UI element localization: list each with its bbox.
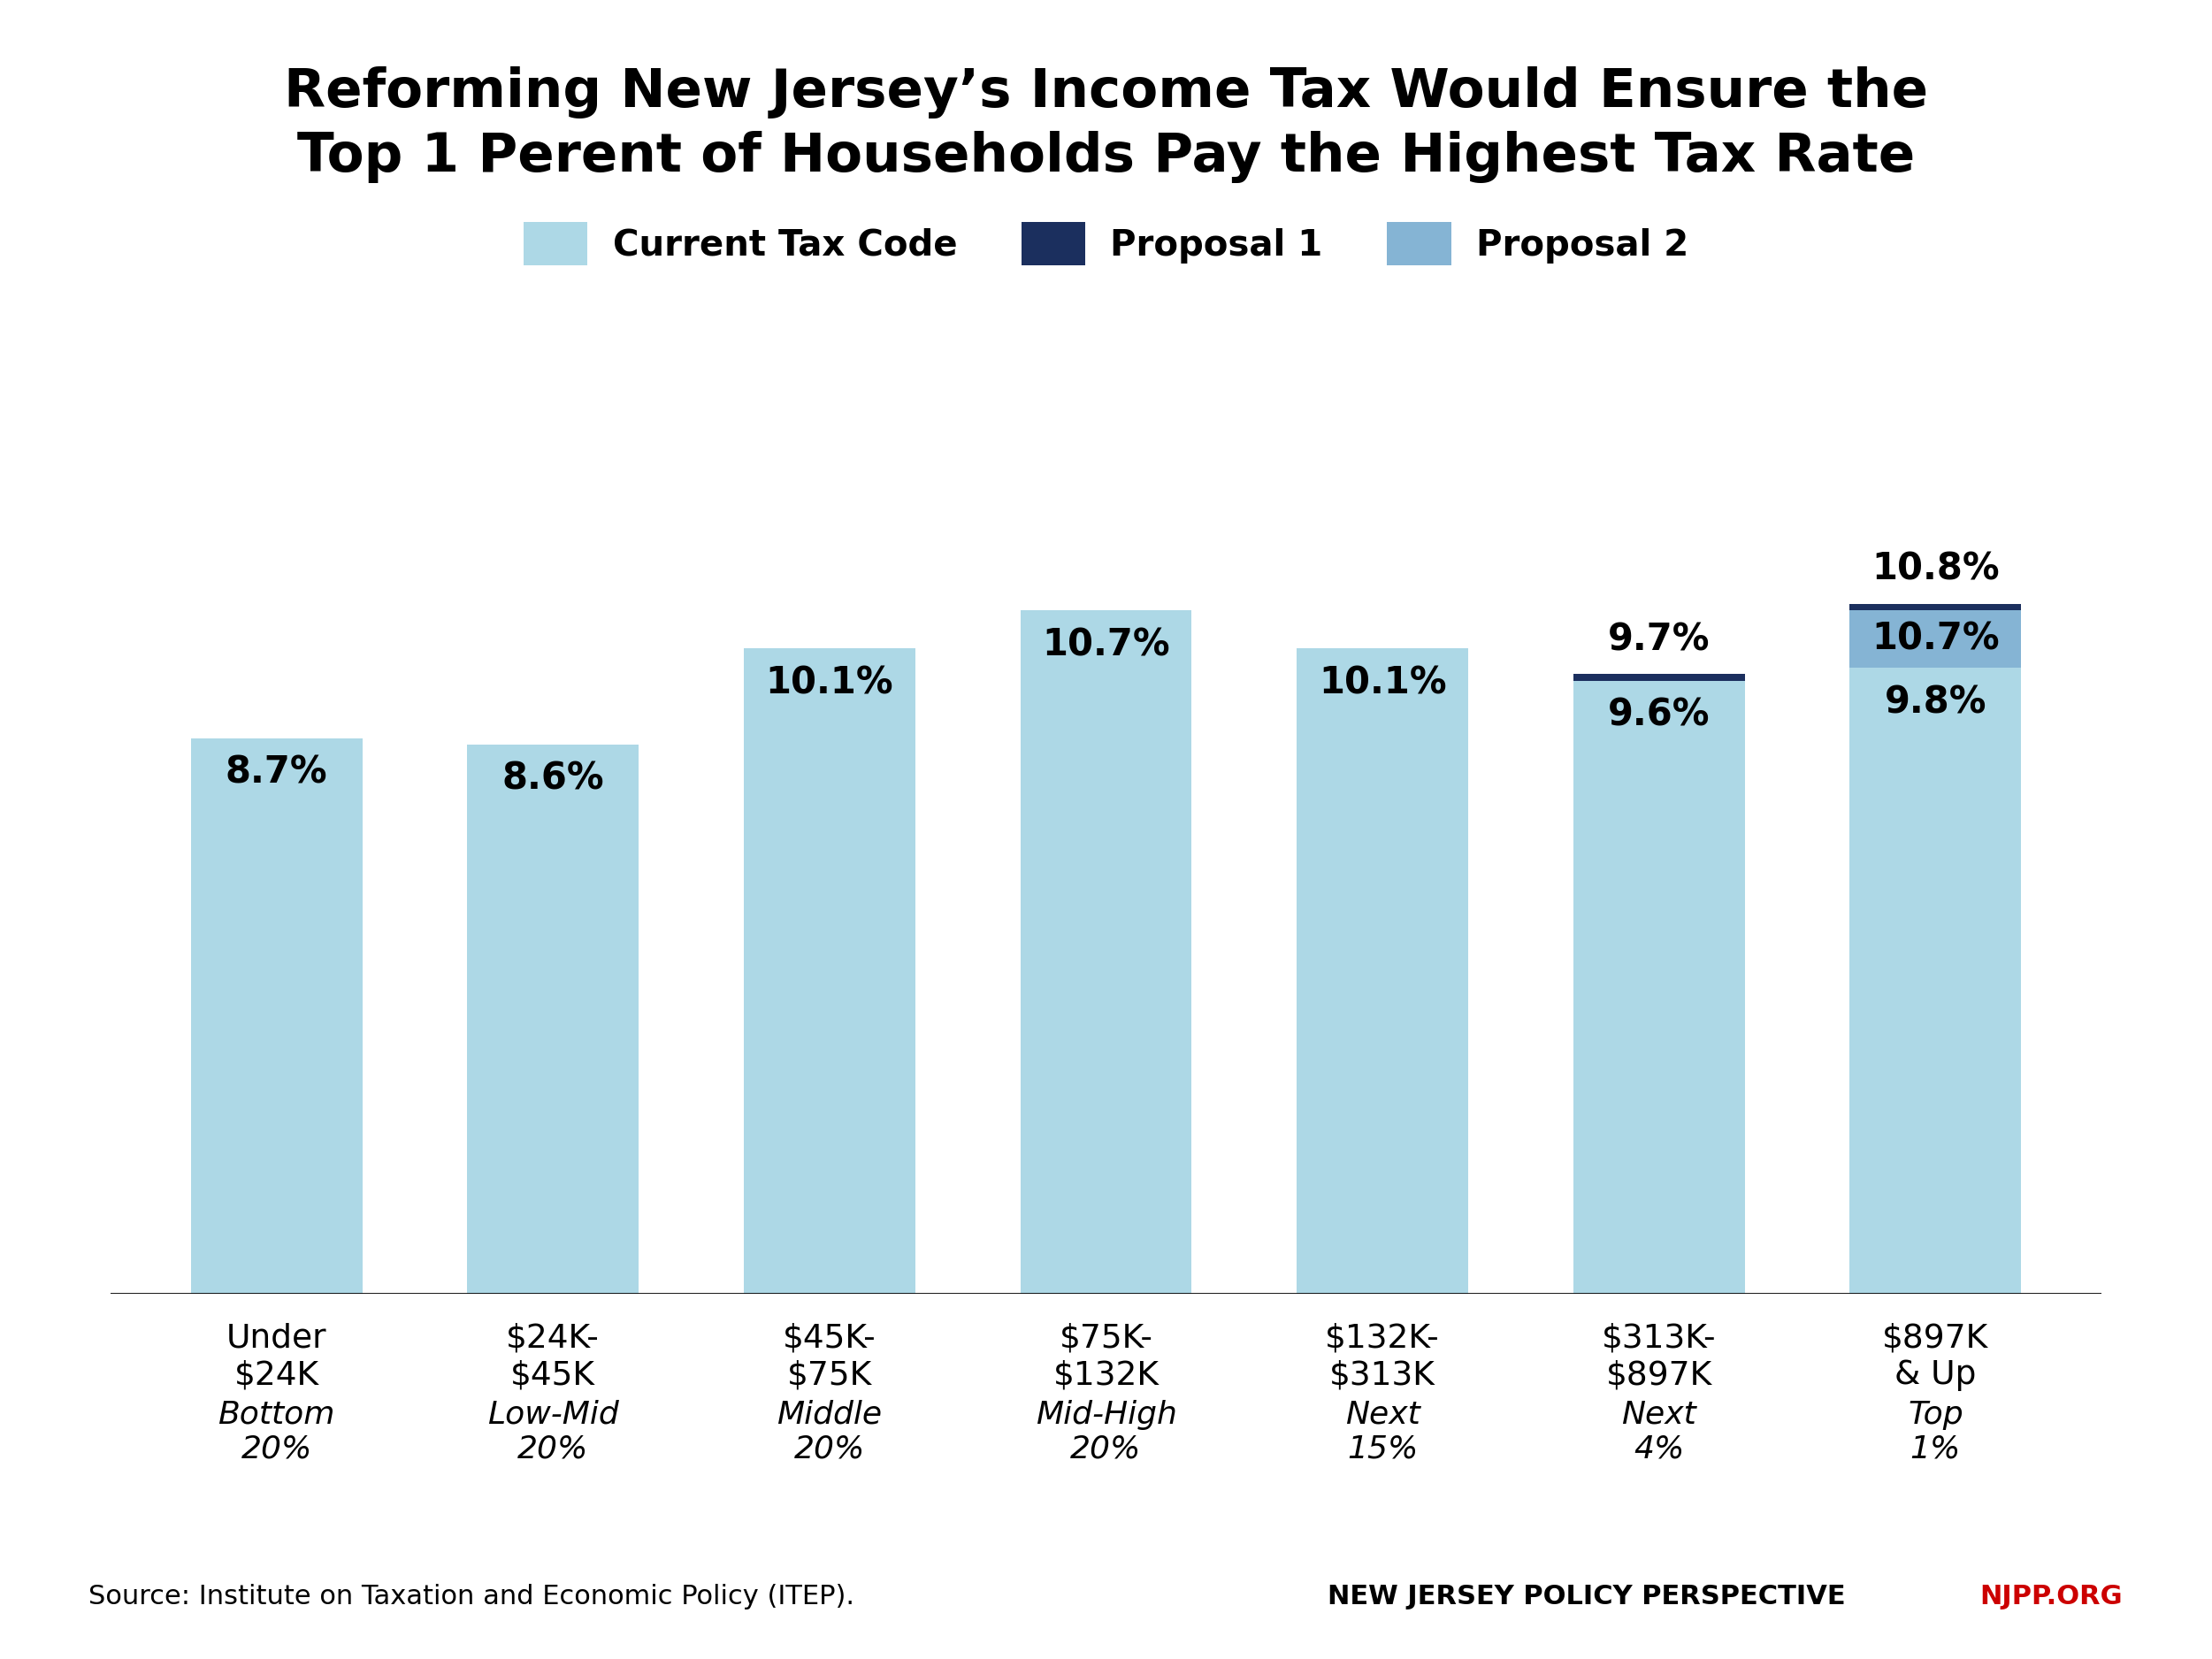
Text: Low-Mid
20%: Low-Mid 20%	[487, 1400, 619, 1465]
Text: Next
15%: Next 15%	[1345, 1400, 1420, 1465]
Text: 8.7%: 8.7%	[226, 755, 327, 791]
Text: 8.6%: 8.6%	[502, 760, 604, 798]
Text: Top
1%: Top 1%	[1907, 1400, 1964, 1465]
Text: Bottom
20%: Bottom 20%	[219, 1400, 334, 1465]
Text: Source: Institute on Taxation and Economic Policy (ITEP).: Source: Institute on Taxation and Econom…	[88, 1584, 854, 1609]
Bar	[1573, 674, 1745, 680]
Text: Next
4%: Next 4%	[1621, 1400, 1697, 1465]
Text: 10.7%: 10.7%	[1042, 625, 1170, 664]
Bar	[1296, 649, 1469, 1294]
Bar	[1573, 680, 1745, 1294]
Text: 9.8%: 9.8%	[1885, 684, 1986, 722]
Text: 10.8%: 10.8%	[1871, 551, 2000, 587]
Legend: Current Tax Code, Proposal 1, Proposal 2: Current Tax Code, Proposal 1, Proposal 2	[509, 207, 1703, 280]
Text: NJPP.ORG: NJPP.ORG	[1980, 1584, 2124, 1609]
Text: $313K-
$897K: $313K- $897K	[1601, 1322, 1717, 1392]
Text: $897K
& Up: $897K & Up	[1882, 1322, 1989, 1392]
Text: Under
$24K: Under $24K	[226, 1322, 327, 1392]
Text: $75K-
$132K: $75K- $132K	[1053, 1322, 1159, 1392]
Text: 10.1%: 10.1%	[1318, 665, 1447, 702]
Text: $24K-
$45K: $24K- $45K	[507, 1322, 599, 1392]
Text: 10.7%: 10.7%	[1871, 620, 2000, 657]
Text: Reforming New Jersey’s Income Tax Would Ensure the
Top 1 Perent of Households Pa: Reforming New Jersey’s Income Tax Would …	[283, 66, 1929, 182]
Bar	[1849, 611, 2022, 669]
Bar	[190, 738, 363, 1294]
Bar	[1020, 611, 1192, 1294]
Text: $45K-
$75K: $45K- $75K	[783, 1322, 876, 1392]
Text: $132K-
$313K: $132K- $313K	[1325, 1322, 1440, 1392]
Text: 10.1%: 10.1%	[765, 665, 894, 702]
Bar	[743, 649, 916, 1294]
Text: 9.7%: 9.7%	[1608, 620, 1710, 659]
Bar	[1849, 604, 2022, 611]
Text: 9.6%: 9.6%	[1608, 697, 1710, 733]
Text: NEW JERSEY POLICY PERSPECTIVE: NEW JERSEY POLICY PERSPECTIVE	[1327, 1584, 1845, 1609]
Text: Mid-High
20%: Mid-High 20%	[1035, 1400, 1177, 1465]
Bar	[467, 745, 639, 1294]
Bar	[1849, 669, 2022, 1294]
Text: Middle
20%: Middle 20%	[776, 1400, 883, 1465]
